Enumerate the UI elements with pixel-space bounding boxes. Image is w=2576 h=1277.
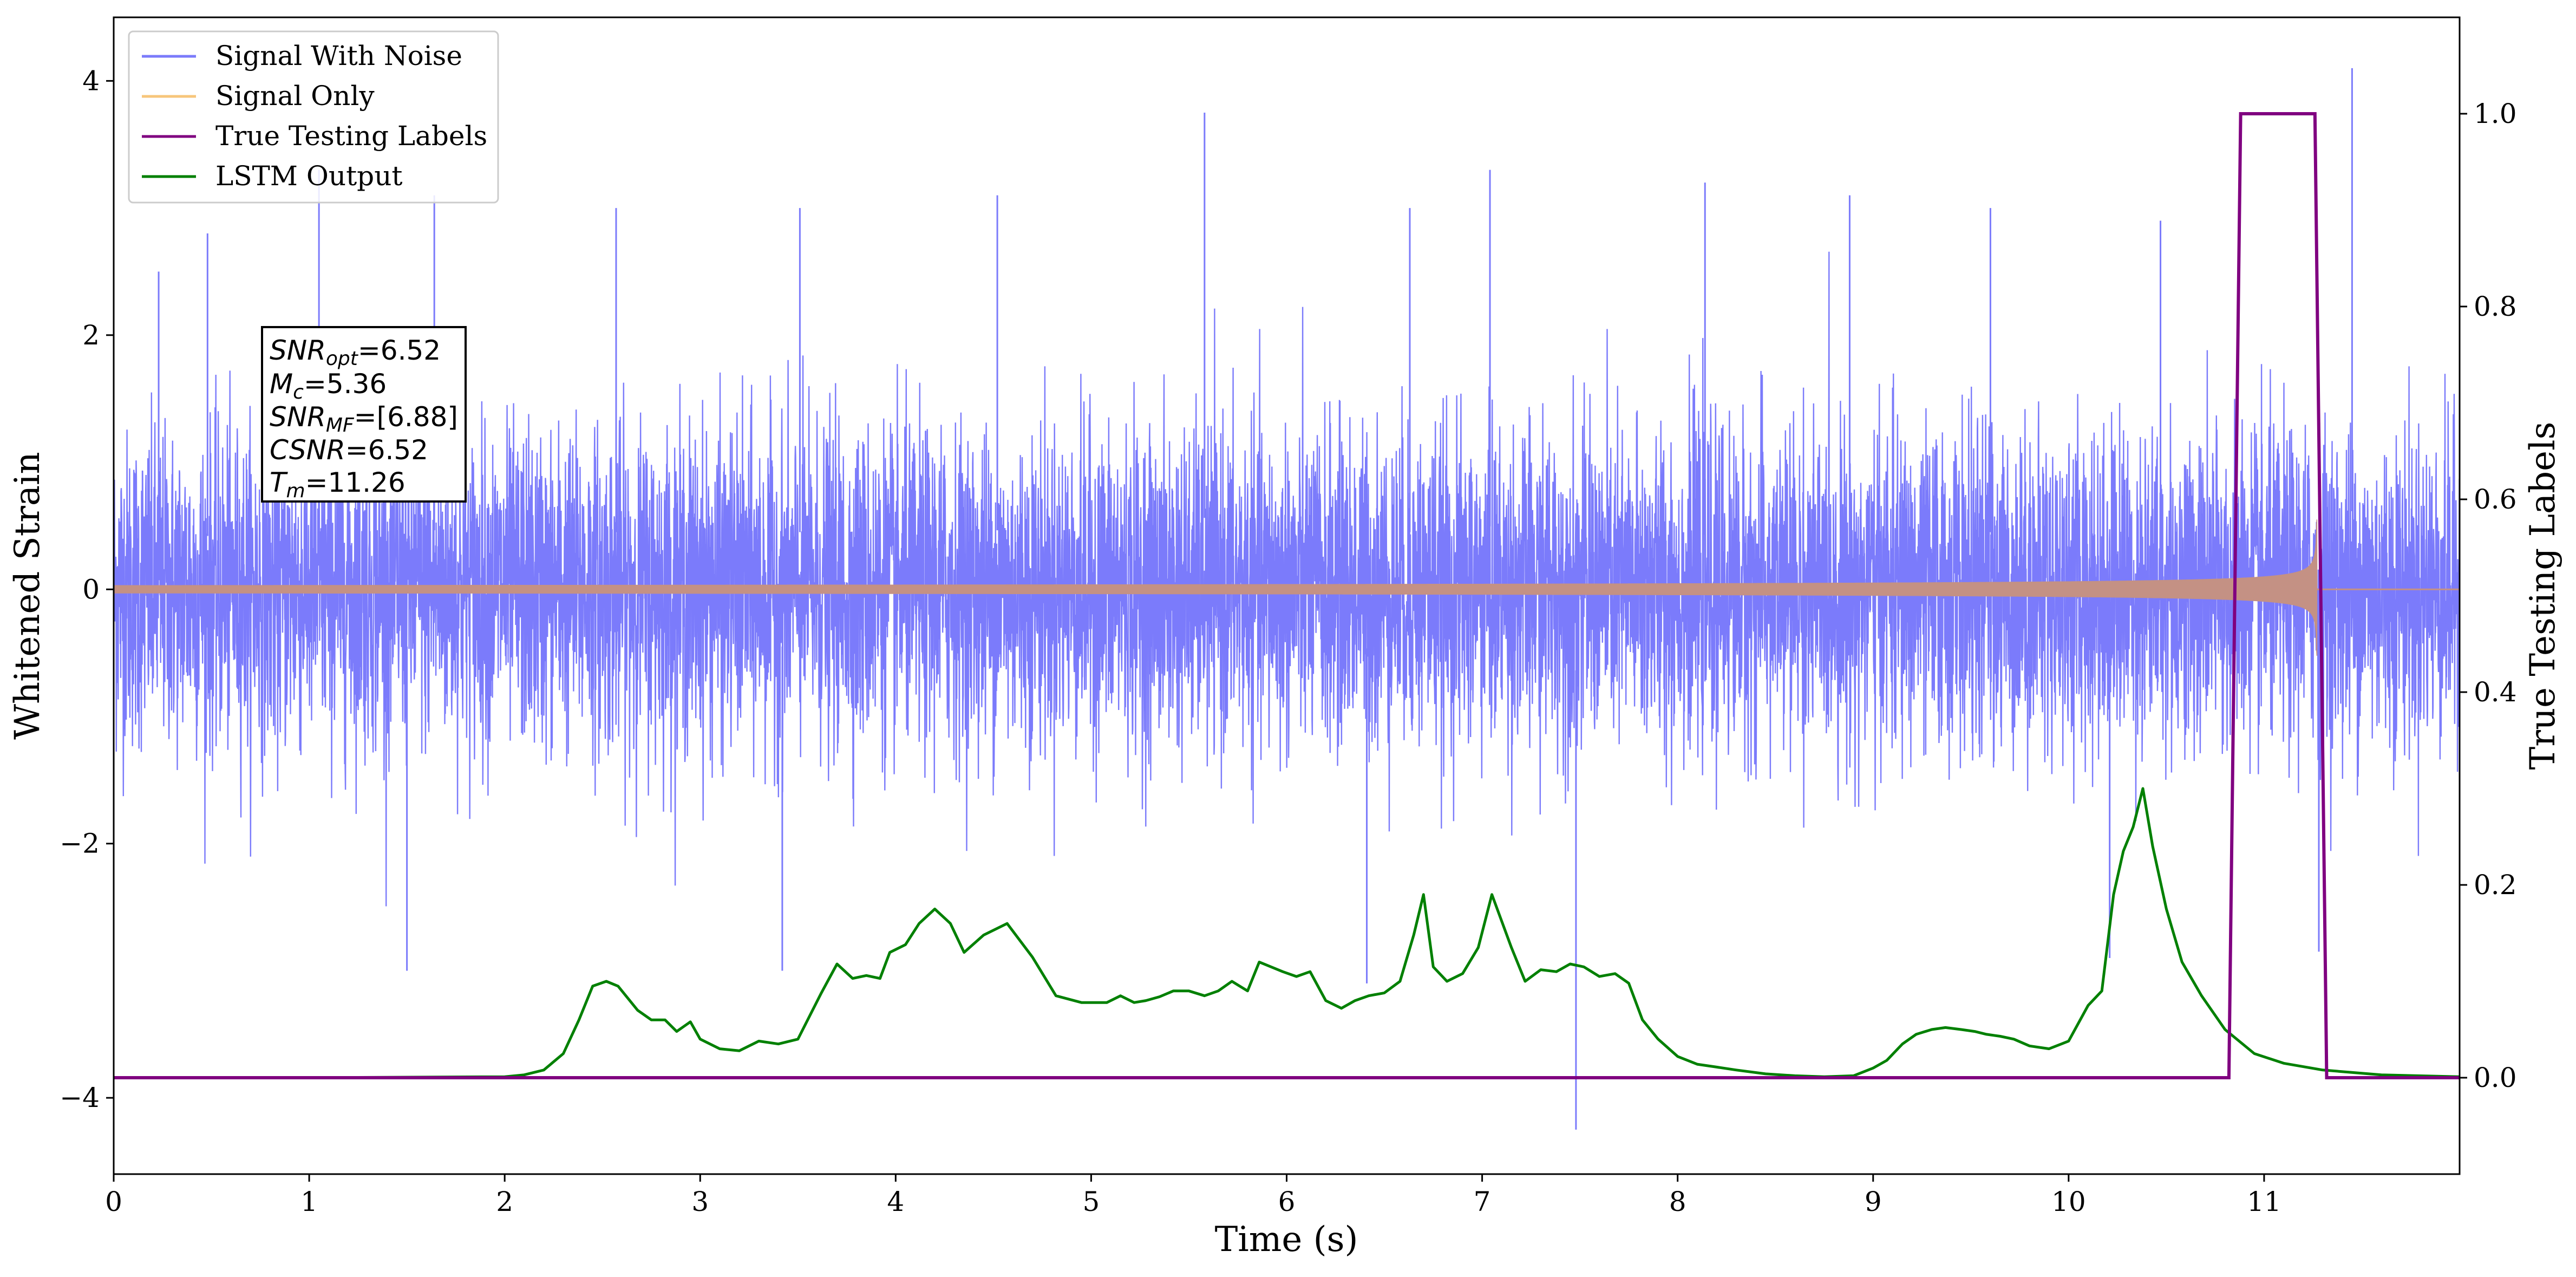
y-right-tick-label: 1.0 <box>2474 98 2517 129</box>
y-left-tick-label: −2 <box>60 828 100 859</box>
annotation-frame <box>261 326 467 503</box>
y-left-tick-label: 0 <box>82 574 100 605</box>
x-tick-label: 10 <box>2051 1186 2086 1217</box>
y-right-tick-label: 0.8 <box>2474 291 2517 322</box>
series-true-testing-labels <box>114 112 2460 1079</box>
series-lstm-output <box>114 787 2460 1079</box>
series-signal-only <box>114 519 2318 656</box>
x-axis-title: Time (s) <box>1215 1220 1358 1260</box>
y-left-tick-label: 4 <box>82 65 100 96</box>
plot-area <box>114 68 2460 1130</box>
x-tick-label: 3 <box>691 1186 709 1217</box>
x-tick-label: 11 <box>2247 1186 2281 1217</box>
annotation-line: SNRMF=[6.88] <box>270 401 458 436</box>
x-tick-label: 5 <box>1083 1186 1100 1217</box>
x-tick-label: 4 <box>887 1186 904 1217</box>
annotation-line: SNRopt=6.52 <box>270 335 441 370</box>
x-tick-label: 7 <box>1474 1186 1491 1217</box>
y-right-tick-label: 0.0 <box>2474 1062 2517 1093</box>
x-tick-label: 6 <box>1278 1186 1296 1217</box>
y-right-tick-label: 0.2 <box>2474 869 2517 901</box>
x-tick-label: 0 <box>105 1186 122 1217</box>
y-left-tick-label: −4 <box>60 1082 100 1113</box>
legend-label-lstm-output: LSTM Output <box>215 160 402 192</box>
legend-box <box>128 30 499 204</box>
x-tick-label: 9 <box>1865 1186 1882 1217</box>
legend-label-true-testing-labels: True Testing Labels <box>215 120 487 152</box>
legend-label-signal-only: Signal Only <box>215 80 375 112</box>
y-right-tick-label: 0.4 <box>2474 676 2517 708</box>
y-right-tick-label: 0.6 <box>2474 484 2517 515</box>
annotation-line: CSNR=6.52 <box>270 434 428 466</box>
x-tick-label: 8 <box>1669 1186 1686 1217</box>
y-left-tick-label: 2 <box>82 320 100 351</box>
legend: Signal With Noise Signal Only True Testi… <box>128 30 499 204</box>
x-tick-label: 1 <box>300 1186 318 1217</box>
ticks: 0 1 2 3 4 5 6 7 8 9 10 11 4 2 0 −2 −4 0.0 0.2 0.4 0.6 0.8 1.0 <box>60 65 2516 1217</box>
annotation-line: Mc=5.36 <box>270 368 387 403</box>
y-axis-right-title: True Testing Labels <box>2523 422 2563 770</box>
legend-label-signal-with-noise: Signal With Noise <box>215 40 462 71</box>
annotation-line: Tm=11.26 <box>270 467 406 502</box>
y-axis-left-title: Whitened Strain <box>8 452 48 739</box>
annotation-box: SNRopt=6.52Mc=5.36SNRMF=[6.88]CSNR=6.52T… <box>261 326 467 503</box>
x-tick-label: 2 <box>496 1186 513 1217</box>
